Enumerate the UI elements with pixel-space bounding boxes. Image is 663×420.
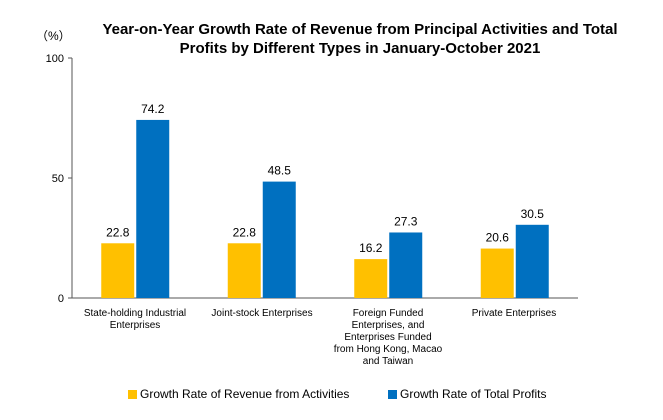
legend-label-profits: Growth Rate of Total Profits bbox=[400, 387, 547, 401]
bar-profits-1 bbox=[262, 181, 296, 298]
data-label-revenue-3: 20.6 bbox=[486, 231, 510, 245]
legend-swatch-profits bbox=[388, 389, 397, 399]
data-label-profits-1: 48.5 bbox=[268, 164, 292, 178]
bar-revenue-0 bbox=[101, 243, 135, 298]
data-label-revenue-2: 16.2 bbox=[359, 241, 383, 255]
data-label-profits-2: 27.3 bbox=[394, 214, 418, 228]
data-label-revenue-1: 22.8 bbox=[233, 225, 257, 239]
data-label-profits-3: 30.5 bbox=[521, 207, 545, 221]
bar-revenue-2 bbox=[354, 259, 388, 298]
legend-swatch-revenue bbox=[128, 389, 137, 399]
y-tick-label: 0 bbox=[58, 293, 64, 305]
bar-revenue-1 bbox=[227, 243, 261, 298]
category-label-foreign-funded: Foreign Funded Enterprises, and Enterpri… bbox=[333, 308, 443, 367]
category-label-private: Private Enterprises bbox=[471, 308, 557, 319]
chart-bars bbox=[101, 119, 549, 298]
y-axis-unit: （%） bbox=[36, 29, 71, 43]
bar-profits-3 bbox=[515, 224, 549, 298]
bar-revenue-3 bbox=[480, 248, 514, 298]
data-label-revenue-0: 22.8 bbox=[106, 225, 130, 239]
chart-title: Year-on-Year Growth Rate of Revenue from… bbox=[102, 21, 618, 57]
category-label-joint-stock: Joint-stock Enterprises bbox=[211, 308, 313, 319]
chart-data-labels: 22.8 74.2 22.8 48.5 16.2 27.3 20.6 30.5 bbox=[106, 102, 544, 255]
y-tick-label: 100 bbox=[46, 53, 64, 65]
data-label-profits-0: 74.2 bbox=[141, 102, 165, 116]
bar-profits-2 bbox=[389, 232, 423, 298]
bar-profits-0 bbox=[136, 119, 170, 298]
category-label-state-holding: State-holding Industrial Enterprises bbox=[83, 308, 187, 331]
legend-label-revenue: Growth Rate of Revenue from Activities bbox=[140, 387, 350, 401]
legend-item-revenue: Growth Rate of Revenue from Activities bbox=[128, 386, 349, 402]
y-tick-label: 50 bbox=[52, 173, 64, 185]
legend-item-profits: Growth Rate of Total Profits bbox=[388, 386, 547, 402]
